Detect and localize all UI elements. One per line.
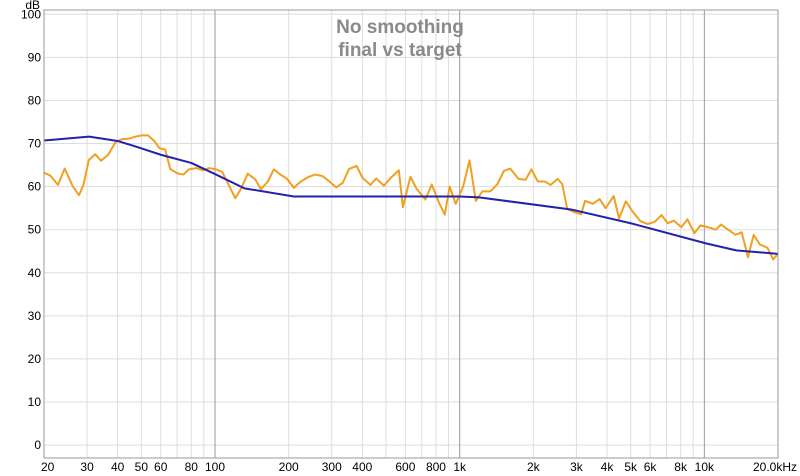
plot-area — [44, 10, 778, 458]
y-tick-label: 50 — [28, 223, 42, 237]
x-tick-label: 30 — [80, 460, 94, 474]
y-axis-ticks: 0 10 20 30 40 50 60 70 80 90 100 — [21, 7, 41, 452]
y-axis-unit-label: dB — [25, 0, 40, 12]
x-tick-label: 10k — [695, 460, 715, 474]
chart-title: No smoothing — [336, 17, 464, 38]
x-tick-label: 60 — [154, 460, 168, 474]
x-tick-label: 200 — [279, 460, 299, 474]
x-tick-label: 6k — [644, 460, 658, 474]
y-tick-label: 100 — [21, 7, 41, 21]
x-tick-label: 40 — [111, 460, 125, 474]
y-tick-label: 60 — [28, 180, 42, 194]
x-tick-label: 800 — [426, 460, 446, 474]
x-tick-label: 1k — [453, 460, 467, 474]
y-tick-label: 40 — [28, 266, 42, 280]
x-tick-label: 400 — [352, 460, 372, 474]
plot-border — [43, 9, 779, 459]
x-tick-label: 100 — [205, 460, 225, 474]
major-grid — [214, 10, 705, 458]
series-layer — [44, 134, 778, 261]
x-tick-label: 50 — [135, 460, 149, 474]
y-tick-label: 70 — [28, 137, 42, 151]
series-line-target — [44, 135, 778, 255]
y-tick-label: 30 — [28, 309, 42, 323]
y-tick-label: 90 — [28, 50, 42, 64]
minor-grid — [44, 10, 778, 458]
x-tick-label: 8k — [674, 460, 688, 474]
x-tick-label: 4k — [601, 460, 615, 474]
y-tick-label: 20 — [28, 352, 42, 366]
x-tick-label: 600 — [395, 460, 415, 474]
x-axis-ticks: 20 30 40 50 60 80 100 200 300 400 600 800 1k 2k 3k 4k 5k… — [41, 460, 797, 474]
chart-subtitle: final vs target — [338, 40, 462, 61]
x-tick-label: 20.0kHz — [753, 460, 797, 474]
x-tick-label: 5k — [624, 460, 638, 474]
x-tick-label: 2k — [527, 460, 541, 474]
y-tick-label: 0 — [34, 438, 41, 452]
y-tick-label: 80 — [28, 93, 42, 107]
x-tick-label: 300 — [322, 460, 342, 474]
x-tick-label: 20 — [41, 460, 55, 474]
series-line-final — [44, 134, 778, 261]
x-tick-label: 3k — [570, 460, 584, 474]
x-tick-label: 80 — [185, 460, 199, 474]
y-tick-label: 10 — [28, 395, 42, 409]
